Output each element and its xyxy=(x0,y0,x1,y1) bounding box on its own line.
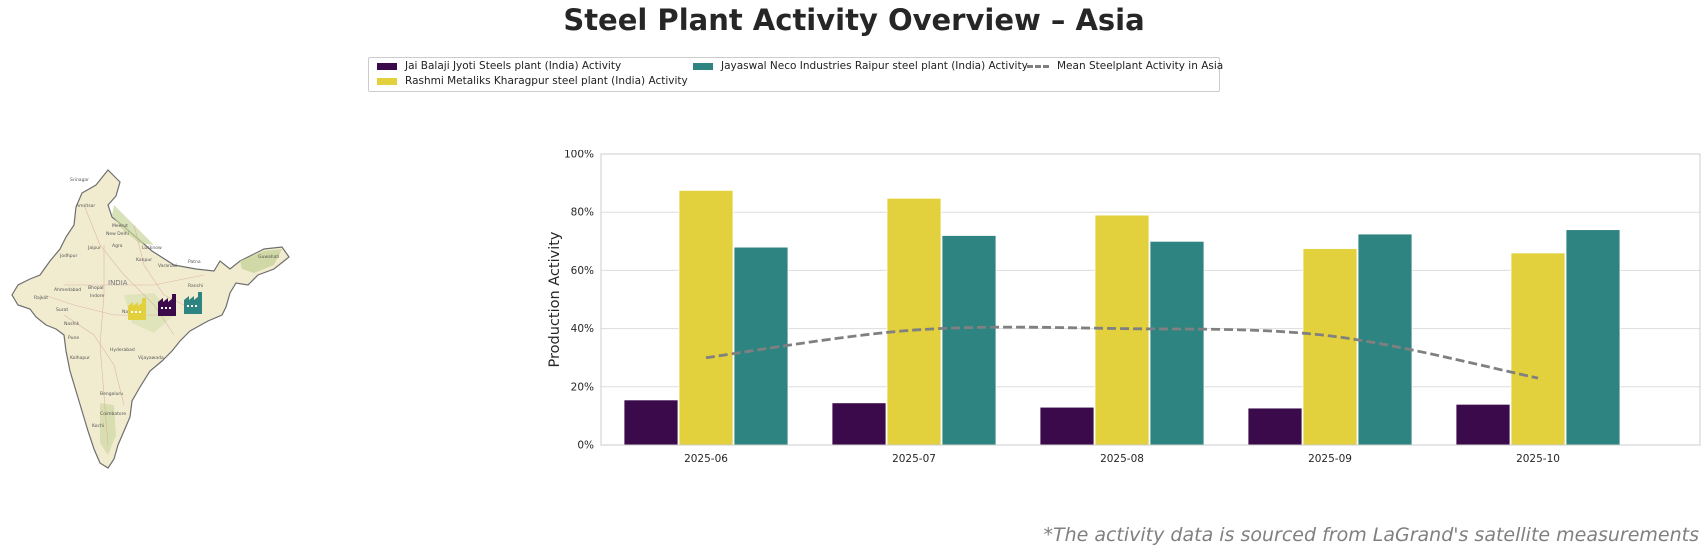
legend-item-rashmi: Rashmi Metaliks Kharagpur steel plant (I… xyxy=(377,75,688,87)
bar-jai xyxy=(623,399,679,446)
city-label: Bengaluru xyxy=(100,391,123,397)
bar-jai xyxy=(1039,406,1095,446)
city-label: Ranchi xyxy=(188,283,203,289)
legend-label-jayaswal: Jayaswal Neco Industries Raipur steel pl… xyxy=(721,60,1028,72)
axis-layer: 0% 20% 40% 60% 80% 100% Production Activity 202… xyxy=(547,150,1701,465)
bar-jayaswal xyxy=(1149,240,1205,446)
city-label: Amritsar xyxy=(76,203,95,209)
y-tick-label: 60% xyxy=(571,265,594,277)
city-label: Surat xyxy=(56,307,68,313)
bar-jayaswal xyxy=(1357,233,1413,446)
city-label: Kolhapur xyxy=(70,355,90,361)
y-tick-label: 80% xyxy=(571,207,594,219)
city-label: Pune xyxy=(68,335,79,341)
plot-frame xyxy=(600,153,1701,446)
factory-icon-rashmi xyxy=(128,298,146,320)
y-tick-label: 20% xyxy=(571,381,594,393)
factory-icon-jayaswal xyxy=(184,292,202,314)
map-terrain-south xyxy=(100,403,116,455)
legend-item-jai: Jai Balaji Jyoti Steels plant (India) Ac… xyxy=(377,60,621,72)
map-country-label: INDIA xyxy=(108,279,128,287)
x-tick-label: 2025-06 xyxy=(684,453,728,465)
bars-layer xyxy=(623,189,1621,446)
city-label: Kochi xyxy=(92,423,104,429)
footnote: *The activity data is sourced from LaGra… xyxy=(1043,524,1699,546)
bar-rashmi xyxy=(1302,248,1358,446)
legend-label-rashmi: Rashmi Metaliks Kharagpur steel plant (I… xyxy=(405,75,688,87)
legend-item-jayaswal: Jayaswal Neco Industries Raipur steel pl… xyxy=(693,60,1028,72)
city-label: Meerut xyxy=(112,223,128,229)
city-label: Agra xyxy=(112,243,123,249)
map-terrain-north xyxy=(112,205,154,245)
city-label: Hyderabad xyxy=(110,347,135,353)
legend-label-mean: Mean Steelplant Activity in Asia xyxy=(1057,60,1224,72)
y-tick-label: 40% xyxy=(571,323,594,335)
legend-swatch-mean xyxy=(1027,64,1049,68)
mean-line-layer xyxy=(705,325,1539,380)
legend-swatch-jayaswal xyxy=(693,62,713,70)
city-label: Jaipur xyxy=(87,245,101,251)
chart-legend: Jai Balaji Jyoti Steels plant (India) Ac… xyxy=(368,57,1223,92)
city-label: Lucknow xyxy=(142,245,162,251)
mean-activity-line xyxy=(705,325,1539,380)
x-tick-label: 2025-09 xyxy=(1308,453,1352,465)
page-title: Steel Plant Activity Overview – Asia xyxy=(563,3,1145,37)
legend-swatch-rashmi xyxy=(377,77,397,85)
city-label: Kanpur xyxy=(136,257,152,263)
city-label: New Delhi xyxy=(106,231,129,237)
bar-jai xyxy=(1455,403,1511,446)
city-label: Vijayawada xyxy=(138,355,164,361)
factory-icon-jai xyxy=(158,294,176,316)
bar-jayaswal xyxy=(941,235,997,446)
legend-label-jai: Jai Balaji Jyoti Steels plant (India) Ac… xyxy=(405,60,622,72)
bar-jayaswal xyxy=(733,246,789,446)
map-city-labels: Srinagar Amritsar Meerut New Delhi Jaipu… xyxy=(34,177,279,429)
bar-jai xyxy=(1247,407,1303,446)
india-map: Srinagar Amritsar Meerut New Delhi Jaipu… xyxy=(11,169,290,469)
activity-bar-chart: 0% 20% 40% 60% 80% 100% Production Activity 202… xyxy=(547,150,1701,465)
x-tick-label: 2025-10 xyxy=(1516,453,1560,465)
bar-rashmi xyxy=(1510,252,1566,446)
city-label: Patna xyxy=(188,259,201,265)
city-label: Guwahati xyxy=(258,254,279,260)
y-tick-label: 100% xyxy=(564,150,594,161)
city-label: Coimbatore xyxy=(100,411,126,417)
bar-jai xyxy=(831,402,887,446)
city-label: Ahmedabad xyxy=(54,287,81,293)
legend-item-mean: Mean Steelplant Activity in Asia xyxy=(1027,60,1223,72)
y-axis-label: Production Activity xyxy=(547,231,563,367)
map-terrain-east xyxy=(240,249,282,273)
city-label: Bhopal xyxy=(88,285,104,291)
legend-swatch-jai xyxy=(377,62,397,70)
city-label: Rajkot xyxy=(34,295,48,301)
bar-rashmi xyxy=(678,189,734,446)
bar-jayaswal xyxy=(1565,229,1621,446)
city-label: Nashik xyxy=(64,321,80,327)
bar-rashmi xyxy=(886,197,942,446)
city-label: Srinagar xyxy=(70,177,89,183)
city-label: Indore xyxy=(90,293,105,299)
x-tick-label: 2025-08 xyxy=(1100,453,1144,465)
y-tick-label: 0% xyxy=(577,440,594,452)
x-tick-label: 2025-07 xyxy=(892,453,936,465)
city-label: Varanasi xyxy=(158,263,177,269)
city-label: Jodhpur xyxy=(59,253,77,259)
